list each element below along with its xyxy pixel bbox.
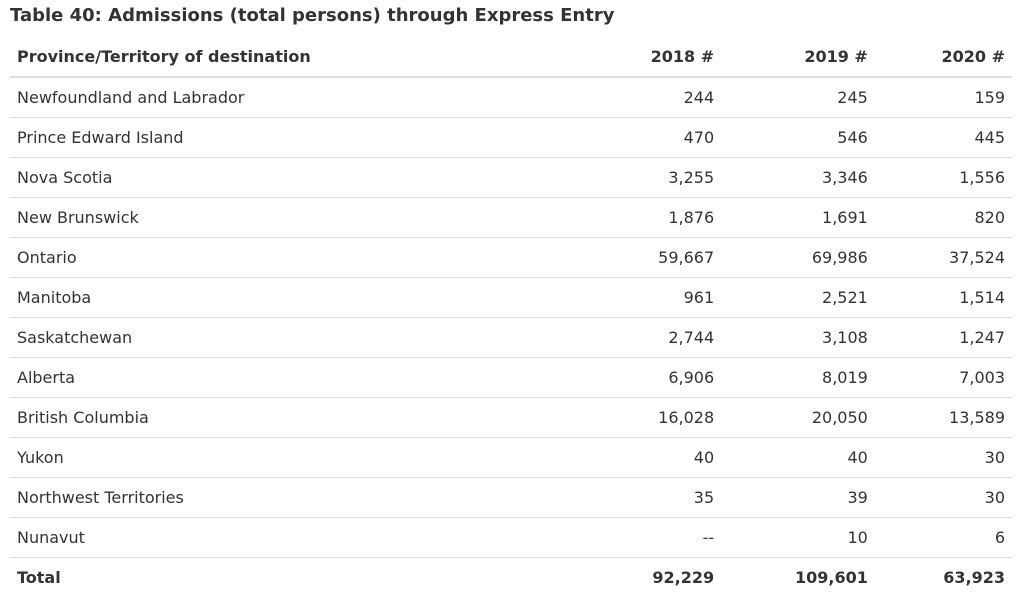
value-2020: 7,003 [874,357,1012,398]
province-cell: British Columbia [10,397,584,438]
value-2018: 2,744 [584,317,722,358]
province-cell: Nunavut [10,517,584,558]
header-province: Province/Territory of destination [10,36,584,78]
table-row: Yukon 40 40 30 [10,437,1012,478]
value-2019: 69,986 [721,237,875,278]
table-row: Northwest Territories 35 39 30 [10,477,1012,518]
value-2018: 470 [584,117,722,158]
table-row: Alberta 6,906 8,019 7,003 [10,357,1012,398]
table-row: Nunavut -- 10 6 [10,517,1012,558]
value-2019: 8,019 [721,357,875,398]
total-2018: 92,229 [652,568,715,587]
table-row: Ontario 59,667 69,986 37,524 [10,237,1012,278]
value-2020: 1,247 [874,317,1012,358]
value-2019: 20,050 [721,397,875,438]
value-2019: 40 [721,437,875,478]
table-row: British Columbia 16,028 20,050 13,589 [10,397,1012,438]
province-cell: Newfoundland and Labrador [10,77,584,118]
value-2018: 59,667 [584,237,722,278]
value-2020: 159 [874,77,1012,118]
value-2020: 13,589 [874,397,1012,438]
value-2019: 3,108 [721,317,875,358]
header-2018: 2018 # [584,36,722,78]
header-2020: 2020 # [874,36,1012,78]
value-2018: 961 [584,277,722,318]
province-cell: Manitoba [10,277,584,318]
value-2020: 820 [874,197,1012,238]
province-cell: Ontario [10,237,584,278]
table-row: Nova Scotia 3,255 3,346 1,556 [10,157,1012,198]
province-cell: Yukon [10,437,584,478]
express-entry-table: Province/Territory of destination 2018 #… [10,36,1012,597]
value-2019: 3,346 [721,157,875,198]
value-2019: 1,691 [721,197,875,238]
value-2018: 6,906 [584,357,722,398]
value-2020: 30 [874,437,1012,478]
value-2018: 16,028 [584,397,722,438]
value-2020: 445 [874,117,1012,158]
value-2018: 40 [584,437,722,478]
value-2020: 30 [874,477,1012,518]
value-2020: 37,524 [874,237,1012,278]
value-2018: 35 [584,477,722,518]
province-cell: New Brunswick [10,197,584,238]
value-2019: 546 [721,117,875,158]
total-row: Total 92,229 109,601 63,923 [10,558,1012,598]
value-2018: 3,255 [584,157,722,198]
province-cell: Northwest Territories [10,477,584,518]
table-row: Newfoundland and Labrador 244 245 159 [10,77,1012,118]
table-row: Prince Edward Island 470 546 445 [10,117,1012,158]
total-label: Total [17,568,61,587]
table-row: Saskatchewan 2,744 3,108 1,247 [10,317,1012,358]
province-cell: Alberta [10,357,584,398]
province-cell: Prince Edward Island [10,117,584,158]
table-row: Manitoba 961 2,521 1,514 [10,277,1012,318]
total-2020: 63,923 [943,568,1005,587]
total-2019: 109,601 [794,568,868,587]
value-2019: 2,521 [721,277,875,318]
header-2019: 2019 # [721,36,875,78]
value-2020: 1,514 [874,277,1012,318]
value-2019: 245 [721,77,875,118]
value-2019: 10 [721,517,875,558]
province-cell: Nova Scotia [10,157,584,198]
header-row: Province/Territory of destination 2018 #… [10,36,1012,78]
value-2018: -- [584,517,722,558]
value-2019: 39 [721,477,875,518]
table-row: New Brunswick 1,876 1,691 820 [10,197,1012,238]
value-2020: 6 [874,517,1012,558]
province-cell: Saskatchewan [10,317,584,358]
table-caption: Table 40: Admissions (total persons) thr… [10,5,615,26]
value-2020: 1,556 [874,157,1012,198]
value-2018: 1,876 [584,197,722,238]
value-2018: 244 [584,77,722,118]
